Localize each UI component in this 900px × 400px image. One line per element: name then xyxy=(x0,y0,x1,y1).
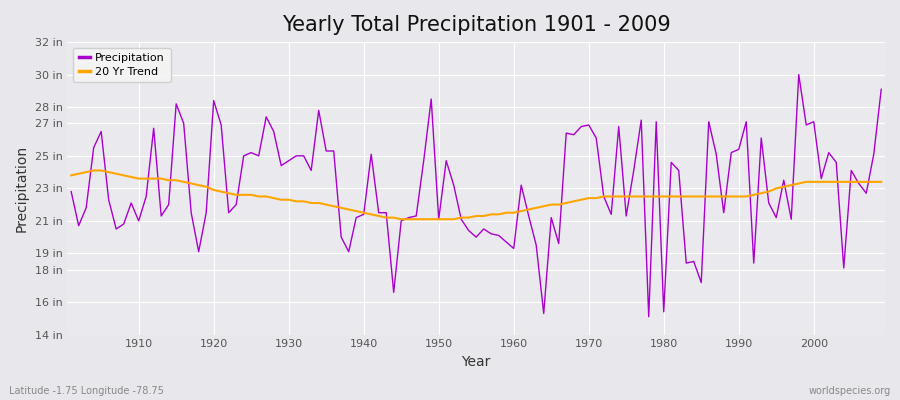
Precipitation xyxy=(66,189,77,194)
Precipitation xyxy=(793,72,804,77)
20 Yr Trend xyxy=(523,207,534,212)
Precipitation xyxy=(336,235,346,240)
Y-axis label: Precipitation: Precipitation xyxy=(15,145,29,232)
Precipitation xyxy=(291,154,302,158)
20 Yr Trend xyxy=(133,176,144,181)
20 Yr Trend xyxy=(298,199,309,204)
20 Yr Trend xyxy=(66,173,77,178)
Text: worldspecies.org: worldspecies.org xyxy=(809,386,891,396)
20 Yr Trend xyxy=(88,168,99,173)
Line: Precipitation: Precipitation xyxy=(71,75,881,317)
20 Yr Trend xyxy=(343,207,354,212)
20 Yr Trend xyxy=(516,209,526,214)
Precipitation xyxy=(876,87,886,92)
Title: Yearly Total Precipitation 1901 - 2009: Yearly Total Precipitation 1901 - 2009 xyxy=(282,15,670,35)
Precipitation xyxy=(598,194,609,199)
Precipitation xyxy=(126,200,137,205)
Precipitation xyxy=(508,246,519,251)
Line: 20 Yr Trend: 20 Yr Trend xyxy=(71,170,881,219)
Legend: Precipitation, 20 Yr Trend: Precipitation, 20 Yr Trend xyxy=(73,48,170,82)
20 Yr Trend xyxy=(613,194,624,199)
X-axis label: Year: Year xyxy=(462,355,490,369)
20 Yr Trend xyxy=(876,180,886,184)
Text: Latitude -1.75 Longitude -78.75: Latitude -1.75 Longitude -78.75 xyxy=(9,386,164,396)
Precipitation xyxy=(500,240,511,244)
Precipitation xyxy=(644,314,654,319)
20 Yr Trend xyxy=(396,217,407,222)
